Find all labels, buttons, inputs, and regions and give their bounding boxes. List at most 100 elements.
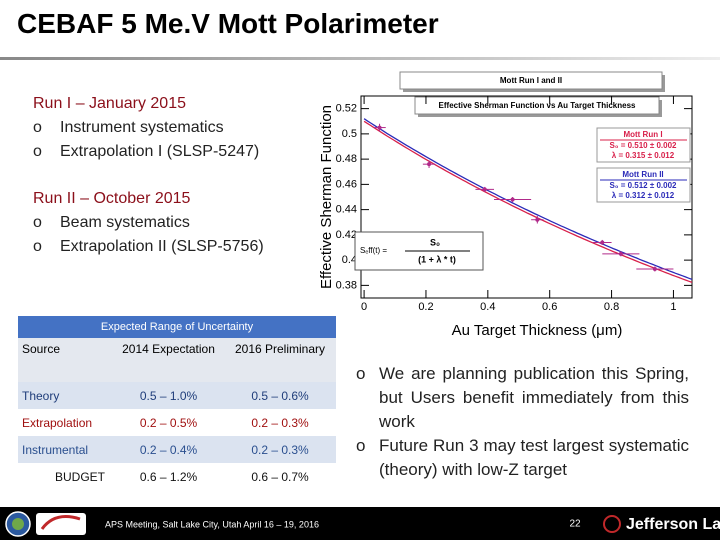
y-tick-label: 0.44 xyxy=(336,204,357,216)
footer-event: APS Meeting, Salt Lake City, Utah April … xyxy=(105,519,319,529)
item-text: Extrapolation I (SLSP-5247) xyxy=(60,143,260,160)
run-item: o Instrument systematics xyxy=(33,116,264,140)
point xyxy=(652,266,657,271)
cell: BUDGET xyxy=(18,463,113,490)
item-text: Instrument systematics xyxy=(60,119,224,136)
run-heading: Run I – January 2015 xyxy=(33,95,186,112)
note-text: We are planning publication this Spring,… xyxy=(379,364,689,431)
run-item: o Extrapolation I (SLSP-5247) xyxy=(33,140,264,164)
legend-box xyxy=(596,127,691,163)
subtitle-box xyxy=(414,96,660,115)
run-item: o Beam systematics xyxy=(33,211,264,235)
header-row: Source 2014 Expectation 2016 Preliminary xyxy=(18,338,336,382)
formula-denominator: (1 + λ * t) xyxy=(418,254,456,264)
y-tick-label: 0.48 xyxy=(336,153,357,165)
table-title: Expected Range of Uncertainty xyxy=(18,316,336,338)
x-tick-label: 0.6 xyxy=(542,301,557,313)
point xyxy=(535,217,540,222)
title-rule xyxy=(0,57,720,60)
header-cell: 2016 Preliminary xyxy=(224,338,336,382)
cell: Extrapolation xyxy=(18,409,113,436)
y-tick-label: 0.46 xyxy=(336,178,357,190)
table-row: BUDGET 0.6 – 1.2% 0.6 – 0.7% xyxy=(18,463,336,490)
cell: Theory xyxy=(18,382,113,409)
legend-lambda: λ = 0.312 ± 0.012 xyxy=(612,191,675,200)
x-tick-label: 0.4 xyxy=(480,301,495,313)
point xyxy=(427,162,432,167)
formula-lhs: Sₑff(t) = xyxy=(360,246,387,255)
page-number: 22 xyxy=(569,519,581,530)
x-tick-label: 0.8 xyxy=(604,301,619,313)
jsa-logo-swoosh xyxy=(40,515,81,530)
chart-title: Mott Run I and II xyxy=(500,76,562,85)
legend-lambda: λ = 0.315 ± 0.012 xyxy=(612,151,675,160)
legend-s0: S₀ = 0.510 ± 0.002 xyxy=(610,141,677,150)
run: Run I – January 2015 o Instrument systema… xyxy=(33,92,264,164)
cell: 0.5 – 0.6% xyxy=(224,382,336,409)
cell: 0.2 – 0.3% xyxy=(224,409,336,436)
doe-logo-inner xyxy=(12,518,24,530)
x-tick-label: 1 xyxy=(670,301,676,313)
chart: Mott Run I and II Effective Sherman Funct… xyxy=(318,71,693,339)
note: o We are planning publication this Spring… xyxy=(356,362,689,434)
y-tick-label: 0.38 xyxy=(336,279,357,291)
cell: 0.2 – 0.3% xyxy=(224,436,336,463)
y-tick-label: 0.4 xyxy=(342,254,357,266)
cell: 0.6 – 1.2% xyxy=(113,463,224,490)
table-title-row: Expected Range of Uncertainty xyxy=(18,316,336,338)
cell: Instrumental xyxy=(18,436,113,463)
run-list: Run I – January 2015 o Instrument systema… xyxy=(33,92,264,282)
slide-title: CEBAF 5 Me.V Mott Polarimeter xyxy=(17,8,439,39)
bullet: o xyxy=(356,436,366,455)
fit-curve xyxy=(363,118,693,281)
jlab-logo: Jefferson Lab xyxy=(626,516,720,533)
x-axis-label: Au Target Thickness (μm) xyxy=(452,322,623,339)
uncertainty-table: Expected Range of Uncertainty Source 201… xyxy=(18,316,336,490)
run: Run II – October 2015 o Beam systematics … xyxy=(33,187,264,259)
note-text: Future Run 3 may test largest systematic… xyxy=(379,436,689,479)
point xyxy=(510,197,515,202)
item-text: Extrapolation II (SLSP-5756) xyxy=(60,238,264,255)
bullet: o xyxy=(33,214,42,231)
run-heading: Run II – October 2015 xyxy=(33,190,191,207)
fit-curve xyxy=(363,120,693,284)
cell: 0.5 – 1.0% xyxy=(113,382,224,409)
x-tick-label: 0.2 xyxy=(418,301,433,313)
title-box xyxy=(399,71,663,90)
cell: 0.2 – 0.4% xyxy=(113,436,224,463)
legend-name: Mott Run I xyxy=(623,130,662,139)
footer-bar xyxy=(0,507,720,540)
point xyxy=(482,187,487,192)
bullet: o xyxy=(356,364,366,383)
note: o Future Run 3 may test largest systemati… xyxy=(356,434,689,482)
bullet: o xyxy=(33,238,42,255)
legend-s0: S₀ = 0.512 ± 0.002 xyxy=(610,181,677,190)
cell: 0.6 – 0.7% xyxy=(224,463,336,490)
header-cell: 2014 Expectation xyxy=(113,338,224,382)
table-row: Instrumental 0.2 – 0.4% 0.2 – 0.3% xyxy=(18,436,336,463)
cell: 0.2 – 0.5% xyxy=(113,409,224,436)
point xyxy=(600,240,605,245)
point xyxy=(377,125,382,130)
bullet: o xyxy=(33,143,42,160)
bullet: o xyxy=(33,119,42,136)
jlab-logo-mark xyxy=(603,515,621,533)
chart-subtitle: Effective Sherman Function vs Au Target … xyxy=(439,101,636,110)
y-tick-label: 0.5 xyxy=(342,128,357,140)
item-text: Beam systematics xyxy=(60,214,190,231)
y-axis-label: Effective Sherman Function xyxy=(318,105,335,289)
legend-box xyxy=(596,167,691,203)
run-item: o Extrapolation II (SLSP-5756) xyxy=(33,235,264,259)
formula-numerator: S₀ xyxy=(430,237,440,247)
point xyxy=(618,251,623,256)
footer: APS Meeting, Salt Lake City, Utah April … xyxy=(0,507,720,540)
table-row: Theory 0.5 – 1.0% 0.5 – 0.6% xyxy=(18,382,336,409)
legend-name: Mott Run II xyxy=(622,170,663,179)
table-row: Extrapolation 0.2 – 0.5% 0.2 – 0.3% xyxy=(18,409,336,436)
y-tick-label: 0.42 xyxy=(336,229,357,241)
y-tick-label: 0.52 xyxy=(336,103,357,115)
x-tick-label: 0 xyxy=(361,301,367,313)
header-cell: Source xyxy=(18,338,113,382)
note-list: o We are planning publication this Spring… xyxy=(356,362,689,482)
